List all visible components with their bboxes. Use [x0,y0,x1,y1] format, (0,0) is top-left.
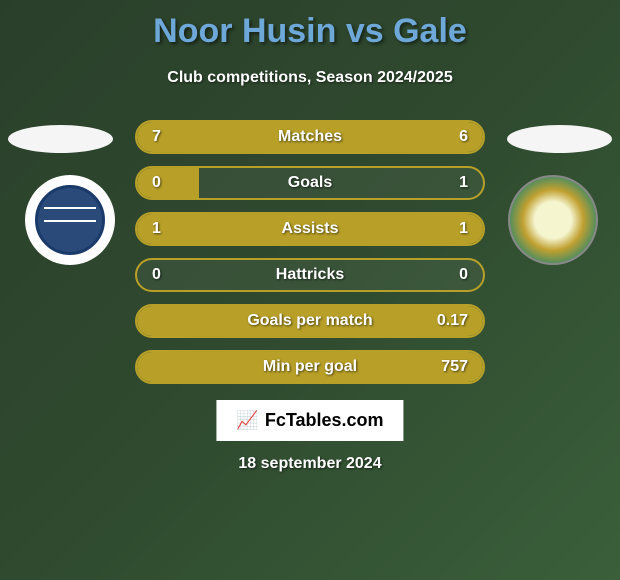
stat-value-right: 1 [459,174,468,192]
stat-row-goals-per-match: Goals per match 0.17 [135,304,485,338]
stat-label: Goals [288,174,332,192]
stat-row-assists: 1 Assists 1 [135,212,485,246]
club-badge-right [508,175,598,265]
attribution-text: FcTables.com [265,410,384,431]
player-right-oval [507,125,612,153]
stat-value-left: 0 [152,266,161,284]
stat-fill-left [137,168,199,198]
stats-container: 7 Matches 6 0 Goals 1 1 Assists 1 0 Hatt… [135,120,485,396]
subtitle: Club competitions, Season 2024/2025 [0,69,620,87]
stat-row-hattricks: 0 Hattricks 0 [135,258,485,292]
chart-icon: 📈 [236,410,258,431]
stat-value-left: 0 [152,174,161,192]
page-title: Noor Husin vs Gale [0,0,620,51]
player-left-oval [8,125,113,153]
stat-row-goals: 0 Goals 1 [135,166,485,200]
club-badge-left [25,175,115,265]
stat-label: Min per goal [263,358,357,376]
stat-value-right: 1 [459,220,468,238]
stat-label: Hattricks [276,266,344,284]
stat-label: Matches [278,128,342,146]
stat-label: Assists [282,220,339,238]
stat-value-right: 0 [459,266,468,284]
stat-value-left: 7 [152,128,161,146]
stat-value-right: 0.17 [437,312,468,330]
stat-value-right: 757 [441,358,468,376]
date-label: 18 september 2024 [238,455,381,473]
stat-value-right: 6 [459,128,468,146]
stat-row-min-per-goal: Min per goal 757 [135,350,485,384]
stat-label: Goals per match [247,312,372,330]
stat-row-matches: 7 Matches 6 [135,120,485,154]
stat-value-left: 1 [152,220,161,238]
attribution-badge: 📈 FcTables.com [216,400,403,441]
